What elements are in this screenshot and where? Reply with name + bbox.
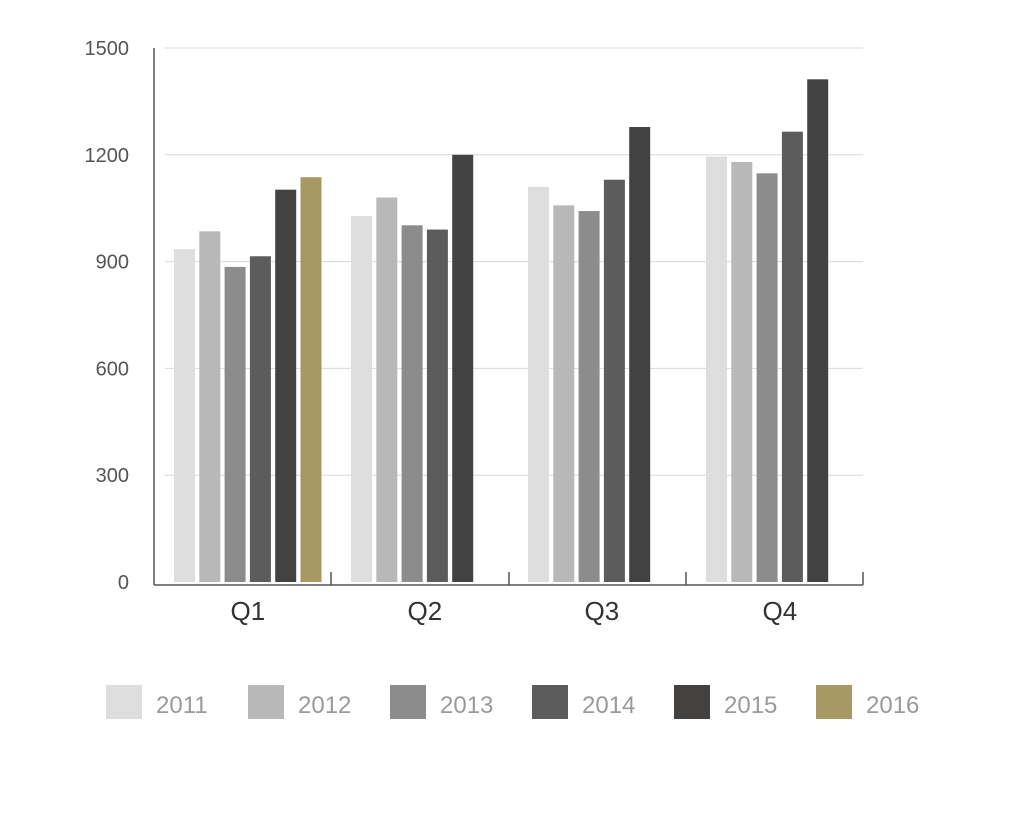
legend-label-2015: 2015 — [724, 692, 777, 719]
bar-2012-q3 — [553, 205, 575, 583]
bar-2011-q1 — [174, 249, 195, 582]
x-tick-label: Q1 — [231, 596, 266, 626]
bar-2013-q4 — [756, 173, 778, 582]
y-tick-label: 900 — [96, 252, 129, 274]
legend-swatch-2015 — [674, 685, 710, 719]
legend-label-2016: 2016 — [866, 692, 919, 719]
legend-swatch-2012 — [248, 685, 284, 719]
legend-swatch-2016 — [816, 685, 852, 719]
legend-label-2012: 2012 — [298, 692, 351, 719]
axes — [153, 48, 864, 586]
x-tick-labels: Q1 Q2 Q3 Q4 — [231, 596, 798, 626]
x-tick-label: Q3 — [585, 596, 620, 626]
legend-label-2014: 2014 — [582, 692, 635, 719]
y-tick-label: 1200 — [85, 145, 130, 167]
legend-label-2011: 2011 — [156, 692, 208, 719]
bar-2015-q2 — [452, 154, 474, 583]
y-tick-label: 1500 — [85, 38, 130, 60]
bar-2012-q2 — [376, 197, 398, 582]
x-tick-label: Q4 — [763, 596, 798, 626]
legend: 2011 2012 2013 2014 2015 2016 — [106, 685, 919, 719]
legend-label-2013: 2013 — [440, 692, 493, 719]
y-tick-label: 300 — [96, 465, 129, 487]
y-tick-label: 600 — [96, 358, 129, 380]
bar-2014-q1 — [249, 256, 271, 582]
y-tick-labels: 0 300 600 900 1200 1500 — [85, 38, 130, 594]
bars — [174, 79, 829, 583]
bar-2011-q2 — [351, 216, 372, 583]
bar-2015-q3 — [629, 127, 651, 583]
legend-swatch-2014 — [532, 685, 568, 719]
bar-2015-q1 — [275, 189, 297, 583]
bar-2014-q4 — [781, 131, 803, 582]
legend-swatch-2013 — [390, 685, 426, 719]
bar-2012-q1 — [199, 231, 221, 582]
legend-swatch-2011 — [106, 685, 142, 719]
bar-2014-q3 — [603, 179, 625, 582]
bar-2011-q4 — [706, 156, 727, 582]
bar-2016-q1 — [300, 177, 322, 582]
bar-2013-q3 — [578, 211, 600, 582]
bar-2013-q1 — [224, 266, 246, 582]
x-tick-label: Q2 — [408, 596, 443, 626]
bar-2014-q2 — [426, 229, 448, 582]
bar-2013-q2 — [401, 225, 423, 582]
bar-2011-q3 — [528, 186, 549, 582]
bar-2012-q4 — [731, 161, 753, 583]
y-tick-label: 0 — [118, 572, 129, 594]
bar-2015-q4 — [807, 79, 829, 582]
